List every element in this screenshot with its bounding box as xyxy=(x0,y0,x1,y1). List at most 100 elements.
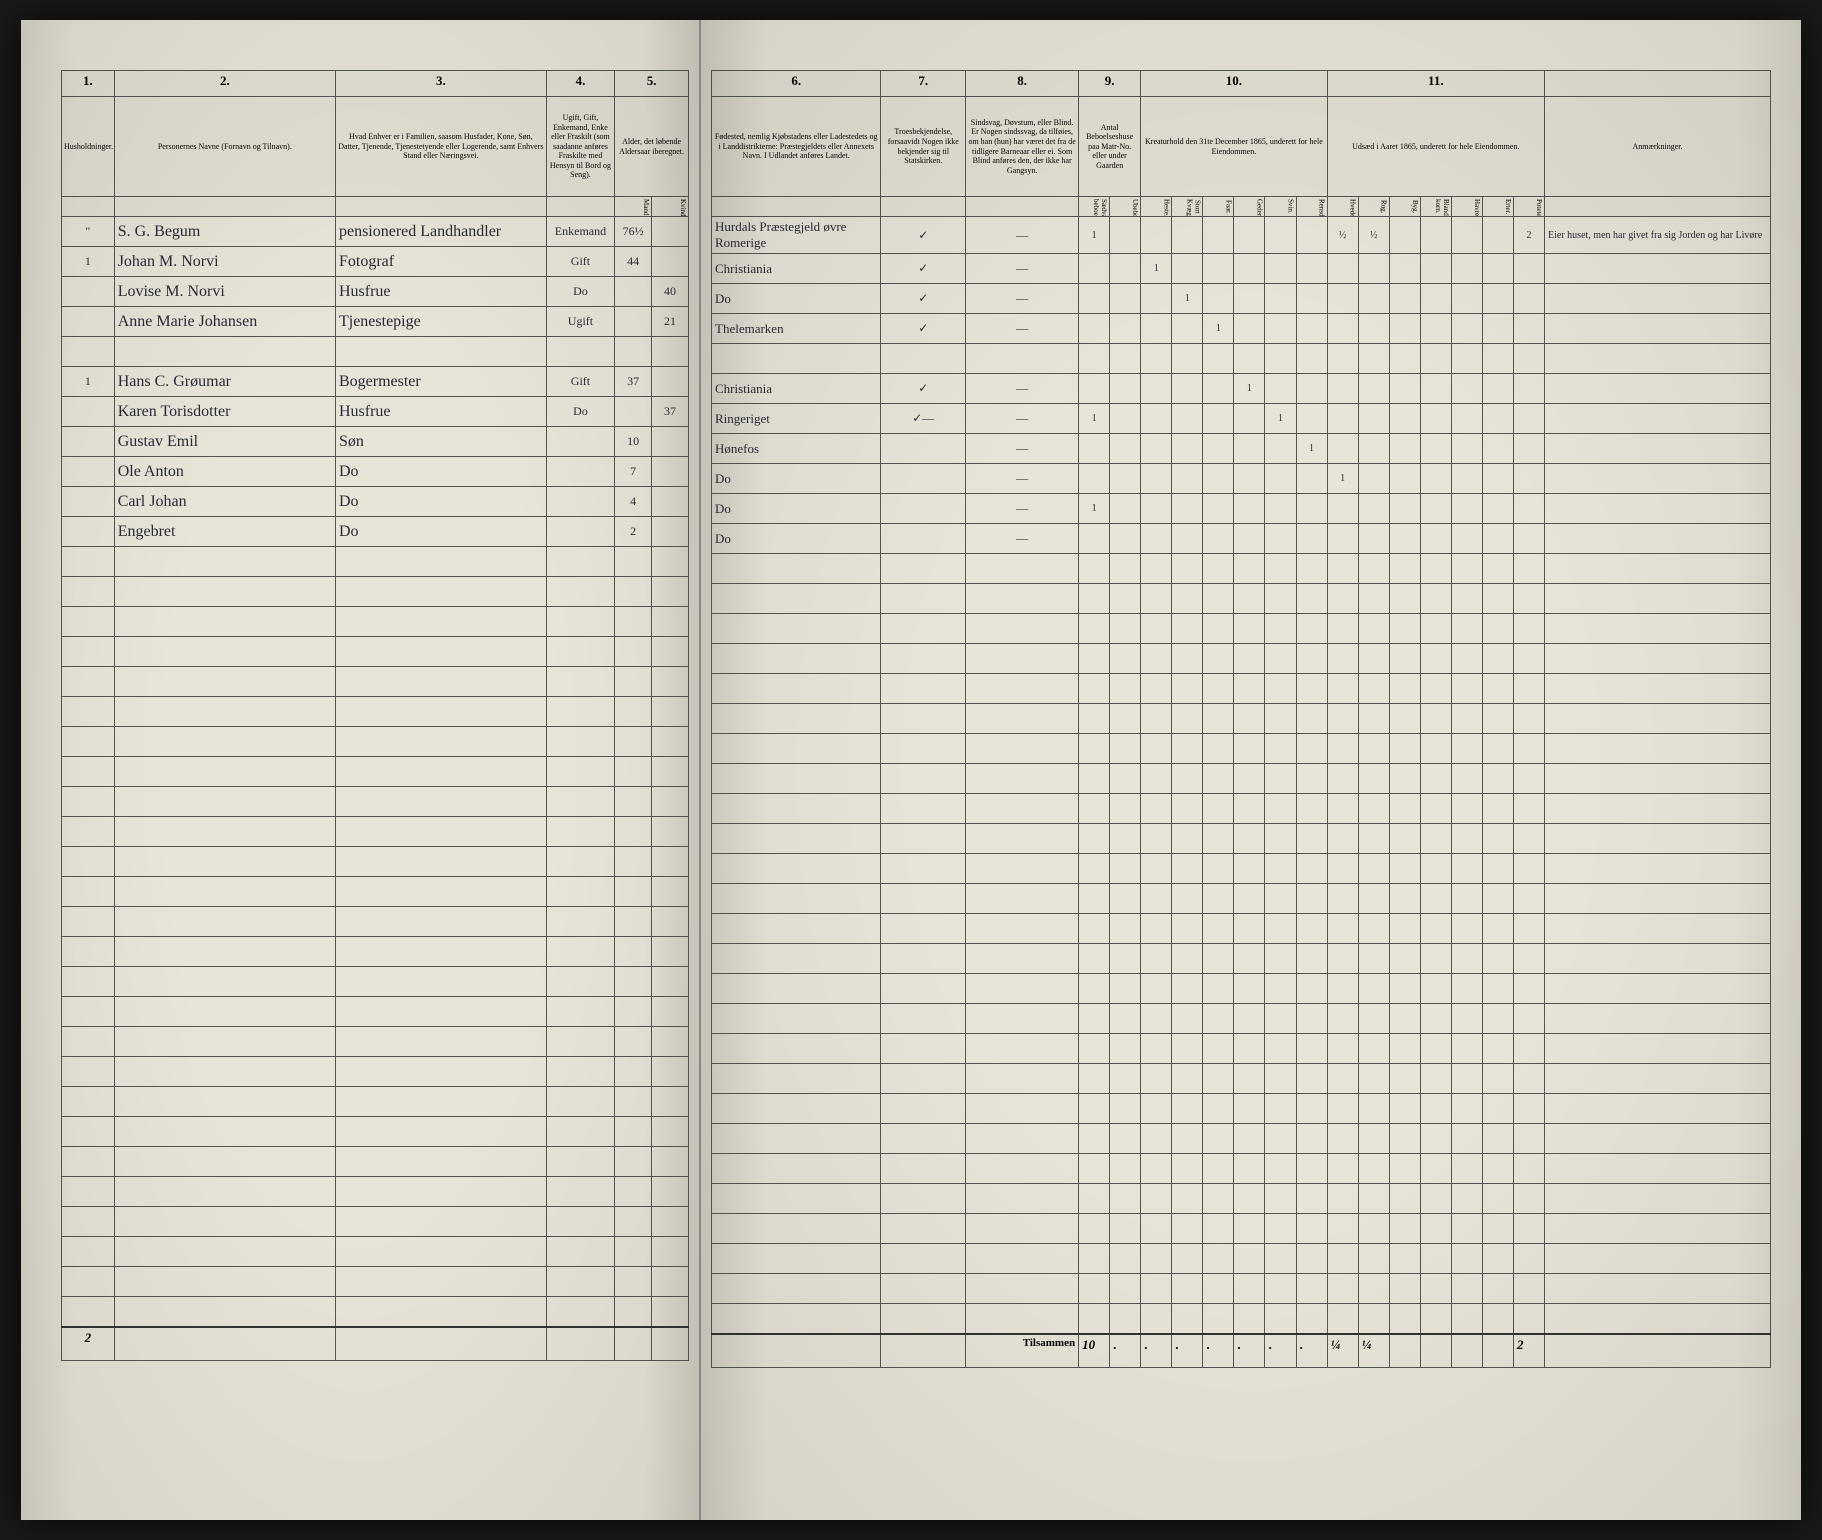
cell-crop-5 xyxy=(1482,374,1513,404)
cell-age-f xyxy=(652,517,689,547)
empty-row xyxy=(62,1207,689,1237)
cell-livestock-2: 1 xyxy=(1203,314,1234,344)
cell-birthplace: Hønefos xyxy=(712,434,881,464)
cell-disability: — xyxy=(966,374,1079,404)
sub-crop-4: Havre. xyxy=(1451,197,1482,217)
cell-age-f xyxy=(652,457,689,487)
cell-house2 xyxy=(1110,284,1141,314)
table-row xyxy=(712,344,1771,374)
cell-birthplace: Christiania xyxy=(712,254,881,284)
cell-household xyxy=(62,277,115,307)
cell-crop-1 xyxy=(1358,374,1389,404)
empty-row xyxy=(712,1004,1771,1034)
cell-crop-0 xyxy=(1327,404,1358,434)
cell-birthplace: Thelemarken xyxy=(712,314,881,344)
cell-livestock-5 xyxy=(1296,524,1327,554)
left-table: 1. 2. 3. 4. 5. Husholdninger. Personerne… xyxy=(61,70,689,1361)
empty-row xyxy=(712,554,1771,584)
cell-crop-2 xyxy=(1389,404,1420,434)
cell-livestock-2 xyxy=(1203,217,1234,254)
empty-row xyxy=(712,854,1771,884)
cell-livestock-2 xyxy=(1203,344,1234,374)
cell-crop-3 xyxy=(1420,464,1451,494)
cell-crop-6 xyxy=(1513,344,1544,374)
sub-house-2: Ubeboede. xyxy=(1110,197,1141,217)
cell-crop-4 xyxy=(1451,404,1482,434)
header-remarks: Anmærkninger. xyxy=(1545,97,1771,197)
empty-row xyxy=(712,1184,1771,1214)
cell-role: Tjenestepige xyxy=(335,307,546,337)
cell-crop-4 xyxy=(1451,254,1482,284)
cell-crop-2 xyxy=(1389,284,1420,314)
cell-age-m: 76½ xyxy=(615,217,652,247)
cell-livestock-3 xyxy=(1234,494,1265,524)
sub-livestock-0: Heste. xyxy=(1141,197,1172,217)
cell-crop-1 xyxy=(1358,344,1389,374)
cell-status xyxy=(546,487,614,517)
cell-livestock-0 xyxy=(1141,374,1172,404)
cell-faith: ✓— xyxy=(881,404,966,434)
cell-birthplace: Do xyxy=(712,284,881,314)
col-num-5: 5. xyxy=(615,71,689,97)
table-row xyxy=(62,337,689,367)
cell-crop-4 xyxy=(1451,374,1482,404)
cell-faith xyxy=(881,434,966,464)
cell-faith: ✓ xyxy=(881,374,966,404)
footer-crop-0: ¼ xyxy=(1327,1334,1358,1368)
empty-row xyxy=(62,1267,689,1297)
cell-name: Lovise M. Norvi xyxy=(114,277,335,307)
cell-crop-1 xyxy=(1358,494,1389,524)
cell-crop-2 xyxy=(1389,524,1420,554)
cell-faith: ✓ xyxy=(881,314,966,344)
empty-row xyxy=(62,547,689,577)
sub-crop-3: Bland-korn. xyxy=(1420,197,1451,217)
cell-age-f: 21 xyxy=(652,307,689,337)
cell-age-f: 37 xyxy=(652,397,689,427)
cell-livestock-3 xyxy=(1234,404,1265,434)
cell-age-f xyxy=(652,427,689,457)
cell-livestock-1 xyxy=(1172,254,1203,284)
sub-house-1: Sædvanlig beboede. xyxy=(1079,197,1110,217)
cell-disability: — xyxy=(966,404,1079,434)
cell-crop-0 xyxy=(1327,284,1358,314)
cell-livestock-3: 1 xyxy=(1234,374,1265,404)
empty-row xyxy=(712,1154,1771,1184)
table-row: Carl JohanDo4 xyxy=(62,487,689,517)
sub-age-male: Mandkjøn. xyxy=(615,197,652,217)
footer-crop-3 xyxy=(1420,1334,1451,1368)
cell-livestock-5 xyxy=(1296,217,1327,254)
cell-remarks xyxy=(1545,254,1771,284)
cell-livestock-2 xyxy=(1203,524,1234,554)
sub-livestock-5: Rensdyr. xyxy=(1296,197,1327,217)
cell-crop-3 xyxy=(1420,284,1451,314)
cell-livestock-3 xyxy=(1234,464,1265,494)
sub-livestock-3: Geder. xyxy=(1234,197,1265,217)
empty-row xyxy=(712,1274,1771,1304)
cell-disability: — xyxy=(966,284,1079,314)
cell-crop-4 xyxy=(1451,217,1482,254)
cell-crop-5 xyxy=(1482,404,1513,434)
left-page: 1. 2. 3. 4. 5. Husholdninger. Personerne… xyxy=(21,20,701,1520)
empty-row xyxy=(62,1117,689,1147)
col-num-8: 8. xyxy=(966,71,1079,97)
cell-birthplace: Do xyxy=(712,524,881,554)
cell-livestock-2 xyxy=(1203,404,1234,434)
header-houses: Antal Beboelseshuse paa Matr-No. eller u… xyxy=(1079,97,1141,197)
cell-role: Husfrue xyxy=(335,397,546,427)
header-disability: Sindsvag, Døvstum, eller Blind. Er Nogen… xyxy=(966,97,1079,197)
cell-livestock-1 xyxy=(1172,374,1203,404)
table-row: Do—1 xyxy=(712,494,1771,524)
cell-crop-6 xyxy=(1513,404,1544,434)
empty-row xyxy=(62,877,689,907)
empty-row xyxy=(62,997,689,1027)
cell-livestock-5 xyxy=(1296,494,1327,524)
table-row: Do—1 xyxy=(712,464,1771,494)
cell-crop-1 xyxy=(1358,254,1389,284)
cell-house1 xyxy=(1079,254,1110,284)
cell-name: Gustav Emil xyxy=(114,427,335,457)
column-number-row-right: 6. 7. 8. 9. 10. 11. xyxy=(712,71,1771,97)
empty-row xyxy=(62,1057,689,1087)
cell-crop-3 xyxy=(1420,314,1451,344)
header-age: Alder, det løbende Aldersaar iberegnet. xyxy=(615,97,689,197)
cell-house2 xyxy=(1110,314,1141,344)
